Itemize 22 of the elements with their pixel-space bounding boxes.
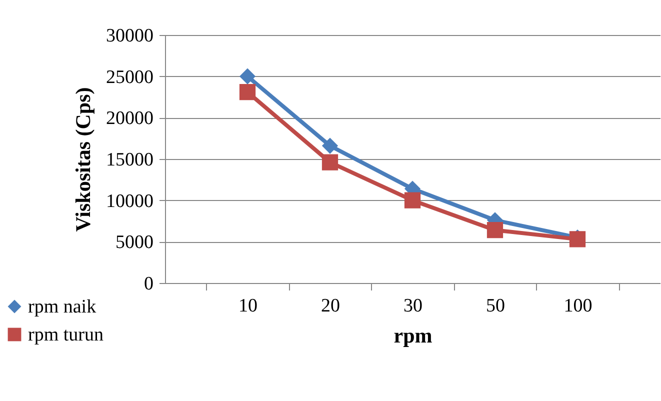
point (239, 68, 256, 84)
x-axis-title: rpm (394, 324, 433, 348)
legend-label: rpm naik (28, 296, 97, 318)
x-tick-label: 30 (404, 296, 422, 316)
x-tick-label: 50 (486, 296, 505, 316)
x-tick-label: 100 (564, 296, 592, 316)
y-tick-label: 30000 (106, 26, 154, 46)
y-tick-label: 0 (144, 274, 154, 294)
point (486, 222, 504, 238)
y-tick-label: 15000 (106, 150, 154, 170)
point (239, 84, 256, 100)
x-tick-label: 10 (238, 296, 258, 316)
y-tick-label: 5000 (116, 232, 154, 254)
point (404, 192, 421, 208)
point (322, 138, 338, 154)
point (322, 154, 338, 170)
y-tick-label: 25000 (106, 66, 154, 88)
x-tick-label: 20 (321, 296, 340, 316)
y-axis-title: Viskositas (Cps) (71, 87, 95, 232)
y-tick-label: 10000 (106, 190, 154, 212)
y-tick-label: 20000 (106, 108, 154, 130)
legend-label: rpm turun (28, 324, 104, 346)
